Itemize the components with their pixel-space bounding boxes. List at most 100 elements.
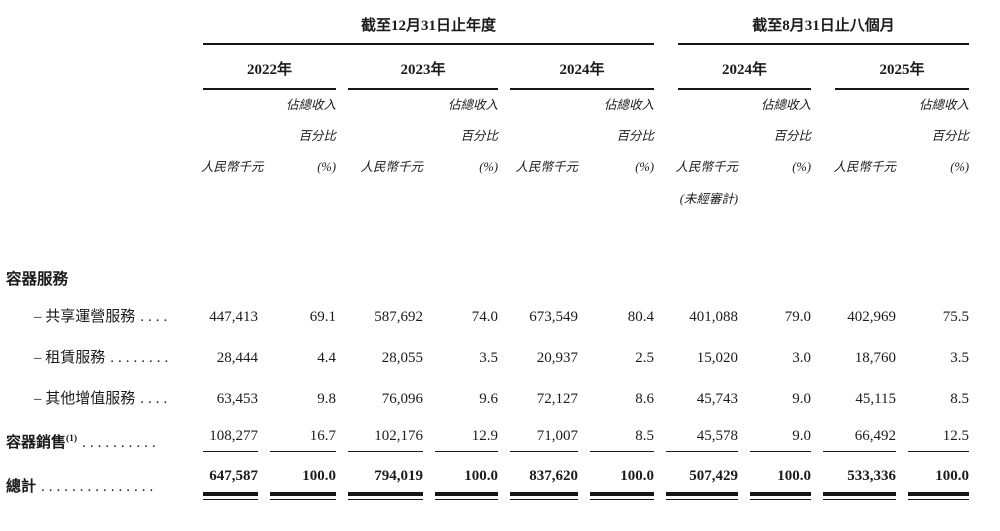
row-label-container-sales: 容器銷售(1).......... (6, 434, 160, 451)
cell-value: 28,444 (216, 350, 258, 366)
percentage-label: 百分比 (460, 129, 498, 143)
cell-value: 79.0 (784, 309, 812, 325)
col-group-eight-months: 截至8月31日止八個月 (678, 14, 970, 45)
cell-value: 673,549 (529, 309, 578, 325)
rmb-thousand-label: 人民幣千元 (360, 160, 423, 174)
cell-value: 9.6 (479, 391, 498, 407)
subheader-rmb-2024-cell: 人民幣千元 (498, 90, 578, 215)
percent-unit-label: (%) (635, 160, 655, 174)
cell-value: 74.0 (471, 309, 498, 325)
total-value: 100.0 (270, 468, 336, 500)
cell-value: 8.6 (635, 391, 655, 407)
rmb-thousand-label: 人民幣千元 (833, 160, 897, 174)
row-label-container-services: 容器服務 (6, 271, 69, 288)
revenue-table-page: 截至12月31日止年度 截至8月31日止八個月 2022年 2023年 2024… (6, 14, 970, 500)
total-value: 507,429 (666, 468, 739, 500)
cell-value: 3.0 (792, 350, 812, 366)
cell-value: 3.5 (479, 350, 498, 366)
dot-leader: .... (140, 391, 172, 407)
subheader-pct-2023-cell: 佔總收入 百分比 (%) (423, 90, 498, 215)
row-label-total: 總計............... (6, 479, 158, 495)
cell-value: 12.5 (908, 428, 970, 452)
total-value: 100.0 (750, 468, 812, 500)
cell-value: 66,492 (823, 428, 897, 452)
cell-value: 15,020 (696, 350, 739, 366)
cell-value: 18,760 (854, 350, 897, 366)
cell-value: 45,743 (696, 391, 739, 407)
cell-value: 102,176 (348, 428, 423, 452)
unaudited-label: (未經審計) (679, 192, 739, 206)
percent-unit-label: (%) (317, 160, 336, 174)
cell-value: 76,096 (381, 391, 423, 407)
table-row-shared-operation: – 共享運營服務.... 447,413 69.1 587,692 74.0 6… (6, 295, 969, 336)
rmb-thousand-label: 人民幣千元 (201, 160, 264, 174)
cell-value: 402,969 (847, 309, 897, 325)
cell-value: 80.4 (627, 309, 655, 325)
table-row-value-added: – 其他增值服務.... 63,453 9.8 76,096 9.6 72,12… (6, 377, 969, 418)
dot-leader: ............... (41, 479, 158, 495)
total-value: 794,019 (348, 468, 423, 500)
subheader-row: 人民幣千元 佔總收入 百分比 (%) 人民幣千元 佔總收入 百分比 (%) 人民… (6, 90, 969, 215)
spacer-cell (6, 90, 191, 215)
col-group-eight-months-cell: 截至8月31日止八個月 (654, 14, 970, 45)
cell-value: 2.5 (635, 350, 655, 366)
cell-value: 108,277 (203, 428, 258, 452)
cell-value: 9.0 (792, 391, 812, 407)
table-row-container-sales: 容器銷售(1).......... 108,277 16.7 102,176 1… (6, 418, 970, 452)
period-group-row: 截至12月31日止年度 截至8月31日止八個月 (6, 14, 970, 45)
cell-value: 3.5 (950, 350, 970, 366)
percentage-label: 百分比 (298, 129, 336, 143)
total-value: 100.0 (590, 468, 655, 500)
total-value: 533,336 (823, 468, 897, 500)
subheader-rmb-2024-8m-cell: 人民幣千元 (未經審計) (654, 90, 739, 215)
spacer-cell (6, 45, 191, 90)
pct-of-revenue-label: 佔總收入 (447, 98, 498, 112)
total-value: 837,620 (510, 468, 578, 500)
cell-value: 401,088 (689, 309, 739, 325)
dot-leader: .......... (82, 435, 160, 451)
cell-value: 63,453 (216, 391, 258, 407)
cell-value: 9.8 (317, 391, 336, 407)
cell-value: 8.5 (590, 428, 655, 452)
dot-leader: ........ (110, 350, 173, 366)
spacer-cell (6, 14, 191, 45)
subheader-pct-2024-8m-cell: 佔總收入 百分比 (%) (738, 90, 811, 215)
row-label-leasing: – 租賃服務........ (34, 350, 173, 366)
pct-of-revenue-label: 佔總收入 (919, 98, 970, 112)
footnote-marker: (1) (66, 434, 78, 444)
cell-value: 4.4 (317, 350, 336, 366)
year-header-2025: 2025年 (835, 45, 970, 90)
cell-value: 69.1 (309, 309, 336, 325)
percentage-label: 百分比 (931, 129, 970, 143)
col-group-annual-cell: 截至12月31日止年度 (191, 14, 655, 45)
col-group-annual: 截至12月31日止年度 (203, 14, 655, 45)
year-header-row: 2022年 2023年 2024年 2024年 2025年 (6, 45, 970, 90)
subheader-rmb-2022-cell: 人民幣千元 (191, 90, 264, 215)
year-header-2024: 2024年 (510, 45, 655, 90)
row-label-value-added: – 其他增值服務.... (34, 391, 172, 407)
subheader-rmb-2025-cell: 人民幣千元 (811, 90, 897, 215)
total-value: 100.0 (435, 468, 498, 500)
cell-value: 75.5 (942, 309, 970, 325)
pct-of-revenue-label: 佔總收入 (604, 98, 655, 112)
rmb-thousand-label: 人民幣千元 (515, 160, 578, 174)
year-header-2024-8m: 2024年 (678, 45, 812, 90)
cell-value: 587,692 (374, 309, 423, 325)
dot-leader: .... (140, 309, 172, 325)
cell-value: 8.5 (950, 391, 970, 407)
percent-unit-label: (%) (792, 160, 812, 174)
rmb-thousand-label: 人民幣千元 (675, 160, 739, 174)
cell-value: 71,007 (510, 428, 578, 452)
cell-value: 72,127 (536, 391, 578, 407)
row-label-shared-operation: – 共享運營服務.... (34, 309, 172, 325)
cell-value: 28,055 (381, 350, 423, 366)
table-row-total: 總計............... 647,587 100.0 794,019 … (6, 452, 970, 500)
section-row-container-services: 容器服務 (6, 215, 969, 295)
cell-value: 12.9 (435, 428, 498, 452)
percent-unit-label: (%) (950, 160, 970, 174)
subheader-rmb-2023-cell: 人民幣千元 (336, 90, 423, 215)
total-value: 100.0 (908, 468, 970, 500)
cell-value: 9.0 (750, 428, 812, 452)
revenue-breakdown-table: 截至12月31日止年度 截至8月31日止八個月 2022年 2023年 2024… (6, 14, 970, 500)
